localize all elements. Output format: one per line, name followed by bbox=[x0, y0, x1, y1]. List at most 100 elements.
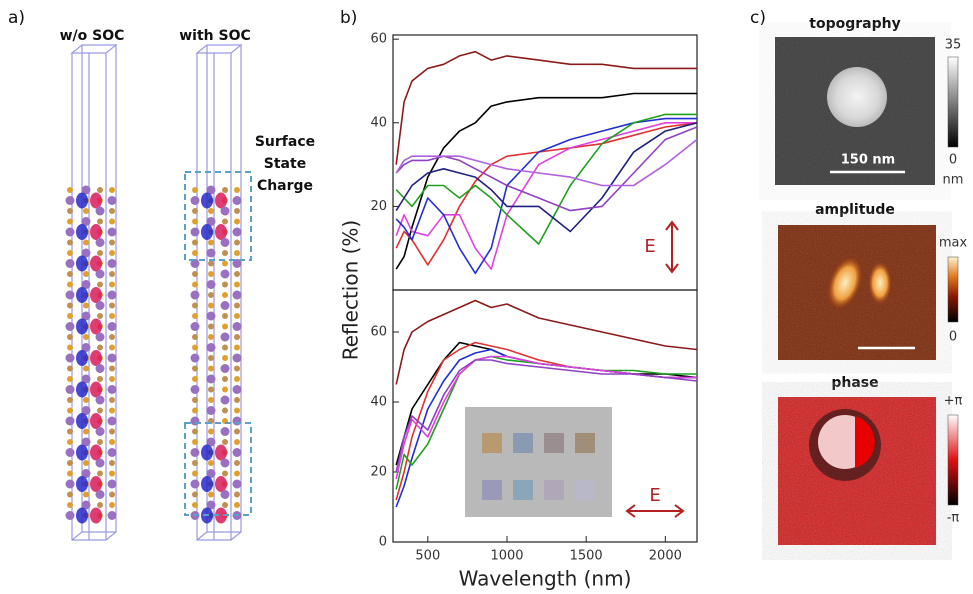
atom bbox=[97, 313, 103, 319]
y-tick-label: 20 bbox=[370, 465, 387, 480]
charge-lobe bbox=[90, 318, 102, 335]
atom bbox=[109, 187, 115, 193]
spectrum-line bbox=[395, 126, 698, 212]
atom bbox=[220, 364, 230, 373]
atom bbox=[234, 470, 240, 477]
charge-lobe bbox=[76, 255, 88, 272]
scale-bar-label: 150 nm bbox=[841, 153, 895, 168]
atom bbox=[67, 218, 73, 225]
atom bbox=[192, 239, 198, 246]
atom bbox=[192, 187, 198, 193]
colorbar-min: 0 bbox=[949, 330, 957, 345]
phase-half bbox=[855, 416, 875, 468]
x-tick-label: 500 bbox=[415, 549, 440, 564]
atom bbox=[234, 365, 240, 372]
atom bbox=[192, 365, 198, 372]
atom bbox=[97, 407, 103, 414]
atom bbox=[81, 248, 91, 258]
colorbar-min: -π bbox=[947, 511, 960, 526]
atom bbox=[234, 344, 240, 351]
crystal-structure bbox=[65, 44, 243, 541]
atom bbox=[67, 302, 73, 309]
atom bbox=[208, 355, 214, 361]
charge-lobe bbox=[201, 224, 213, 240]
atom bbox=[234, 187, 240, 193]
atom bbox=[206, 185, 216, 195]
atom bbox=[65, 511, 75, 520]
atom bbox=[67, 428, 73, 435]
atom bbox=[109, 302, 115, 309]
atom bbox=[190, 416, 200, 426]
charts: 20 40 60 Reflection (%) E 0 20 40 60 500 1000 1500 2… bbox=[339, 32, 698, 591]
charge-lobe bbox=[76, 507, 88, 524]
y-tick-label: 20 bbox=[370, 199, 387, 214]
charge-lobe bbox=[201, 192, 213, 209]
atom bbox=[107, 227, 117, 237]
atom bbox=[220, 269, 230, 279]
sample-square bbox=[544, 480, 564, 500]
spectrum-line bbox=[395, 138, 698, 187]
atom bbox=[107, 385, 117, 394]
atom bbox=[81, 469, 91, 478]
atom bbox=[67, 502, 73, 508]
spectrum-line bbox=[395, 355, 697, 480]
atom bbox=[190, 479, 200, 489]
atom bbox=[67, 239, 73, 246]
atom bbox=[206, 311, 216, 321]
y-axis-label: Reflection (%) bbox=[339, 220, 363, 360]
atom bbox=[220, 332, 230, 342]
colorbar bbox=[947, 414, 959, 506]
atom bbox=[222, 386, 228, 393]
hotspot bbox=[868, 261, 892, 305]
atom bbox=[192, 334, 198, 340]
charge-lobe bbox=[215, 507, 227, 524]
atom bbox=[206, 500, 216, 510]
colorbar-max: 35 bbox=[945, 38, 962, 53]
atom bbox=[83, 271, 89, 277]
charge-lobe bbox=[90, 350, 102, 366]
atom bbox=[222, 344, 228, 351]
atom bbox=[232, 259, 242, 268]
atom bbox=[107, 290, 117, 300]
spectrum-line bbox=[395, 117, 697, 275]
atom bbox=[65, 196, 75, 205]
y-tick-label: 0 bbox=[379, 535, 387, 550]
image-title: topography bbox=[809, 16, 900, 32]
atom bbox=[67, 313, 73, 319]
atom bbox=[67, 281, 73, 288]
atom bbox=[67, 407, 73, 414]
atom bbox=[67, 271, 73, 277]
atom bbox=[65, 322, 75, 331]
atom bbox=[65, 227, 75, 237]
atom bbox=[222, 260, 228, 267]
atom bbox=[192, 407, 198, 414]
atom bbox=[95, 364, 105, 373]
sample-square bbox=[575, 480, 595, 500]
atom bbox=[208, 397, 214, 403]
atom bbox=[65, 448, 75, 457]
atom bbox=[222, 187, 228, 193]
atom bbox=[107, 259, 117, 268]
atom bbox=[67, 208, 73, 214]
atom bbox=[192, 376, 198, 382]
atom bbox=[107, 322, 117, 331]
atom bbox=[97, 344, 103, 351]
sample-square bbox=[513, 480, 533, 500]
atom bbox=[234, 281, 240, 288]
sample-square bbox=[482, 480, 502, 500]
atom bbox=[65, 416, 75, 426]
atom bbox=[192, 428, 198, 435]
atom bbox=[67, 376, 73, 382]
atom bbox=[81, 500, 91, 510]
y-tick-label: 60 bbox=[370, 325, 387, 340]
unit-cell bbox=[195, 44, 243, 541]
spectrum-line bbox=[395, 122, 698, 233]
charge-lobe bbox=[76, 381, 88, 398]
atom bbox=[220, 490, 230, 499]
atom bbox=[107, 353, 117, 363]
atom bbox=[67, 397, 73, 403]
atom bbox=[234, 460, 240, 466]
atom bbox=[208, 334, 214, 340]
atom bbox=[234, 334, 240, 340]
